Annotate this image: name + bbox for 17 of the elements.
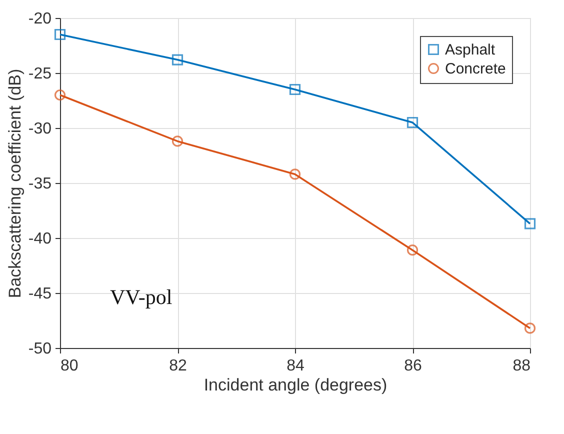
x-tick-label: 80 [60, 358, 78, 374]
x-tick-label: 84 [286, 358, 304, 374]
y-tick-label: -40 [28, 230, 52, 248]
y-tick-label: -35 [28, 176, 52, 192]
x-tick-label: 86 [404, 358, 422, 374]
annotation: VV-pol [110, 285, 172, 309]
y-tick-label: -25 [28, 66, 52, 82]
y-axis-title: Backscattering coefficient (dB) [5, 68, 24, 298]
y-tick-label: -45 [28, 286, 52, 302]
legend-label: Asphalt [445, 42, 496, 58]
x-axis-title: Incident angle (degrees) [204, 376, 388, 394]
y-tick-label: -50 [28, 340, 52, 358]
y-tick-label: -30 [28, 120, 52, 138]
y-tick-label: -20 [28, 10, 52, 28]
x-tick-label: 88 [512, 358, 531, 374]
legend-label: Concrete [445, 60, 506, 78]
x-tick-label: 82 [169, 358, 187, 374]
